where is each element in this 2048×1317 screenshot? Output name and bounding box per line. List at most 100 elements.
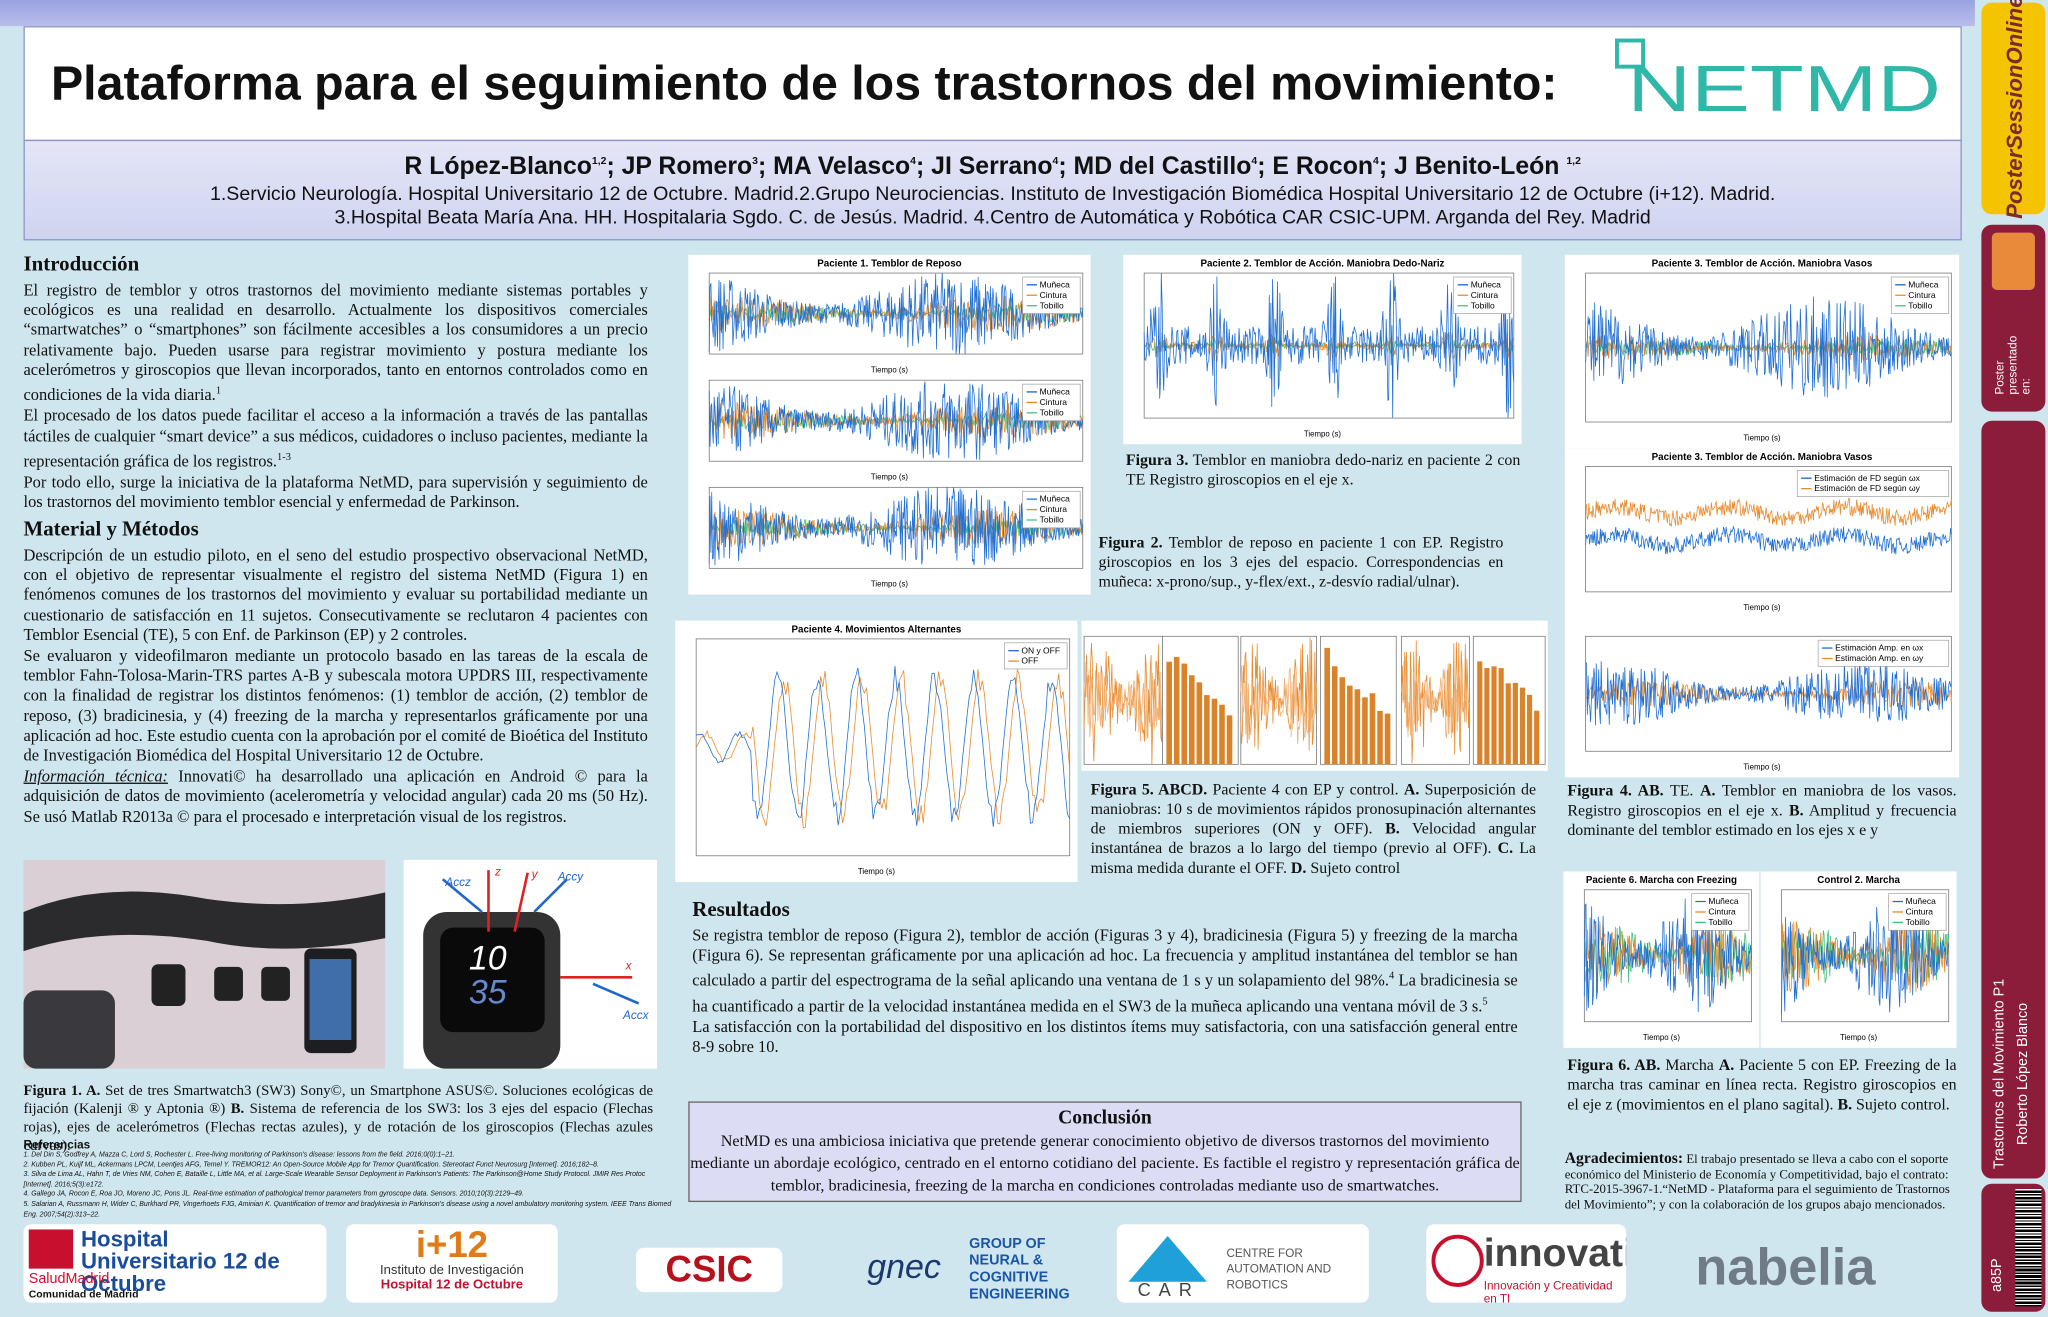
legend-label: Tobillo — [1040, 515, 1064, 525]
bar-decor — [1505, 683, 1511, 765]
text: ; MD del Castillo — [1058, 152, 1252, 181]
signal-trace — [1585, 497, 1952, 528]
car-triangle — [1128, 1235, 1207, 1282]
diagram-label: 10 — [469, 939, 507, 977]
watch-screen — [440, 927, 545, 1033]
bar-decor — [1181, 663, 1188, 765]
device-photo — [23, 859, 386, 1069]
paragraph: Se evaluaron y videofilmaron mediante un… — [23, 646, 648, 765]
figure-title: Paciente 3. Temblor de Acción. Maniobra … — [1652, 452, 1873, 463]
legend-label: Tobillo — [1471, 300, 1495, 310]
figure-panel: Paciente 6. Marcha con Freezing MuñecaCin… — [1563, 871, 1760, 1048]
text: ; J Benito-León — [1378, 152, 1567, 181]
x-axis-label: Tiempo (s) — [1304, 429, 1342, 438]
signal-trace — [1781, 920, 1950, 993]
congress-logo — [1991, 232, 2035, 291]
reference-list: 1. Del Din S, Godfrey A, Mazza C, Lord S… — [24, 1151, 673, 1220]
caption-text: La misma medida durante el OFF. — [1090, 838, 1536, 877]
figure-caption: Figura 2. Temblor de reposo en paciente … — [1098, 533, 1503, 592]
signal-trace — [1585, 296, 1952, 398]
caption-label: Figura 4. AB. — [1567, 781, 1664, 800]
text: La bradicinesia se ha cuantificado a par… — [692, 971, 1518, 1016]
brand-text: PosterSessionOnline — [2002, 0, 2028, 219]
figure-caption: Figura 4. AB. TE. A. Temblor en maniobra… — [1567, 781, 1956, 840]
signal-trace — [1083, 662, 1163, 742]
affiliation: 3.Hospital Beata María Ana. HH. Hospital… — [334, 206, 1651, 229]
figure-title: Control 2. Marcha — [1817, 875, 1900, 886]
methods-section: Material y Métodos Descripción de un est… — [24, 519, 648, 828]
legend-label: Tobillo — [1040, 300, 1064, 310]
caption-text: Superposición de maniobras: 10 s de movi… — [1090, 780, 1537, 838]
diagram-label: Accz — [444, 876, 471, 889]
caption-text: Sistema de referencia de los SW3: los 3 … — [23, 1101, 654, 1154]
paragraph: El procesado de los datos puede facilita… — [24, 407, 648, 472]
reference: 5. Salarian A, Russmann H, Wider C, Burk… — [23, 1200, 672, 1219]
text: La satisfacción con la portabilidad del … — [692, 1018, 1518, 1057]
caption-text: Paciente 5 con EP. Freezing de la marcha… — [1567, 1055, 1957, 1114]
citation: 1,2 — [1566, 155, 1581, 167]
caption-label: B. — [1837, 1094, 1853, 1114]
legend-label: Muñeca — [1040, 279, 1070, 289]
caption-text: Temblor de reposo en paciente 1 con EP. … — [1098, 533, 1504, 591]
caption-text: Temblor en maniobra de los vasos. Regist… — [1567, 781, 1957, 820]
text: ; JI Serrano — [915, 152, 1053, 181]
figure-caption: Figura 6. AB. Marcha A. Paciente 5 con E… — [1567, 1056, 1956, 1115]
title: Plataforma para el seguimiento de los tr… — [50, 56, 1558, 110]
acc-arrow — [533, 878, 568, 913]
references-title: Referencias — [23, 1138, 91, 1152]
caption-label: B. — [230, 1101, 245, 1118]
legend-label: Muñeca — [1708, 896, 1738, 906]
logo-text: i+12 — [415, 1224, 489, 1265]
legend-label: Cintura — [1040, 504, 1068, 514]
figure-caption: Figura 3. Temblor en maniobra dedo-nariz… — [1126, 451, 1520, 490]
caption-label: Figura 1. A. — [23, 1083, 101, 1099]
x-axis-label: Tiempo (s) — [1840, 1033, 1878, 1042]
author-text: Roberto López Blanco — [2015, 1002, 2032, 1146]
logo-text: Hospital 12 de Octubre — [380, 1277, 524, 1293]
logo-text: innovati — [1483, 1232, 1627, 1276]
watch — [214, 966, 243, 1001]
belt — [23, 891, 386, 952]
signal-trace — [1240, 661, 1317, 745]
x-axis-label: Tiempo (s) — [1643, 1033, 1681, 1042]
signal-trace — [1401, 640, 1470, 764]
figure-title: Paciente 3. Temblor de Acción. Maniobra … — [1652, 259, 1873, 270]
tech-label: Información técnica: — [23, 767, 169, 786]
caption-label: D. — [1290, 858, 1307, 877]
paragraph: R López-Blanco1,2; JP Romero3; MA Velasc… — [25, 153, 1961, 182]
logo-text: CSIC — [665, 1249, 753, 1290]
x-axis-label: Tiempo (s) — [871, 580, 909, 589]
x-axis-label: Tiempo (s) — [871, 473, 909, 482]
authors: R López-Blanco1,2; JP Romero3; MA Velasc… — [25, 153, 1961, 182]
citation: 5 — [1482, 995, 1488, 1008]
legend-label: Muñeca — [1471, 279, 1501, 289]
caption-label: A. — [1718, 1055, 1735, 1074]
caption-text: Set de tres Smartwatch3 (SW3) Sony©, un … — [23, 1083, 654, 1118]
legend-label: Tobillo — [1708, 917, 1732, 927]
logo-text: CAR — [1137, 1279, 1200, 1301]
ack-title: Agradecimientos: — [1564, 1148, 1684, 1167]
netmd-logo: NETMD — [1615, 38, 1941, 125]
caption-label: Figura 5. ABCD. — [1090, 780, 1208, 799]
caption-text: Velocidad angular instantánea de brazos … — [1090, 819, 1537, 858]
results-text: Se registra temblor de reposo (Figura 2)… — [692, 926, 1517, 1057]
legend-label: Estimación de FD según ωx — [1814, 473, 1920, 483]
figure-title: Paciente 2. Temblor de Acción. Maniobra … — [1200, 259, 1444, 270]
logo-text: CENTRE FOR AUTOMATION AND ROBOTICS — [1226, 1246, 1332, 1291]
logo-i12: i+12 Instituto de Investigación Hospital… — [346, 1224, 558, 1303]
legend-label: OFF — [1021, 656, 1038, 666]
text: El registro de temblor y otros trastorno… — [23, 280, 648, 404]
citation: 3 — [752, 155, 758, 167]
diagram-label: Accy — [557, 871, 585, 884]
citation: 1-3 — [276, 450, 291, 463]
signal-trace — [708, 273, 1084, 355]
bar-decor — [1189, 675, 1195, 765]
logo-text: Hospital Universitario 12 de Octubre — [80, 1226, 280, 1297]
x-axis-label: Tiempo (s) — [1743, 433, 1781, 442]
section-title: Introducción — [23, 253, 140, 276]
x-axis-label: Tiempo (s) — [1743, 763, 1781, 772]
caption-label: Figura 2. — [1098, 533, 1163, 552]
citation: 4 — [1388, 969, 1395, 982]
caption-label: C. — [1497, 838, 1514, 858]
